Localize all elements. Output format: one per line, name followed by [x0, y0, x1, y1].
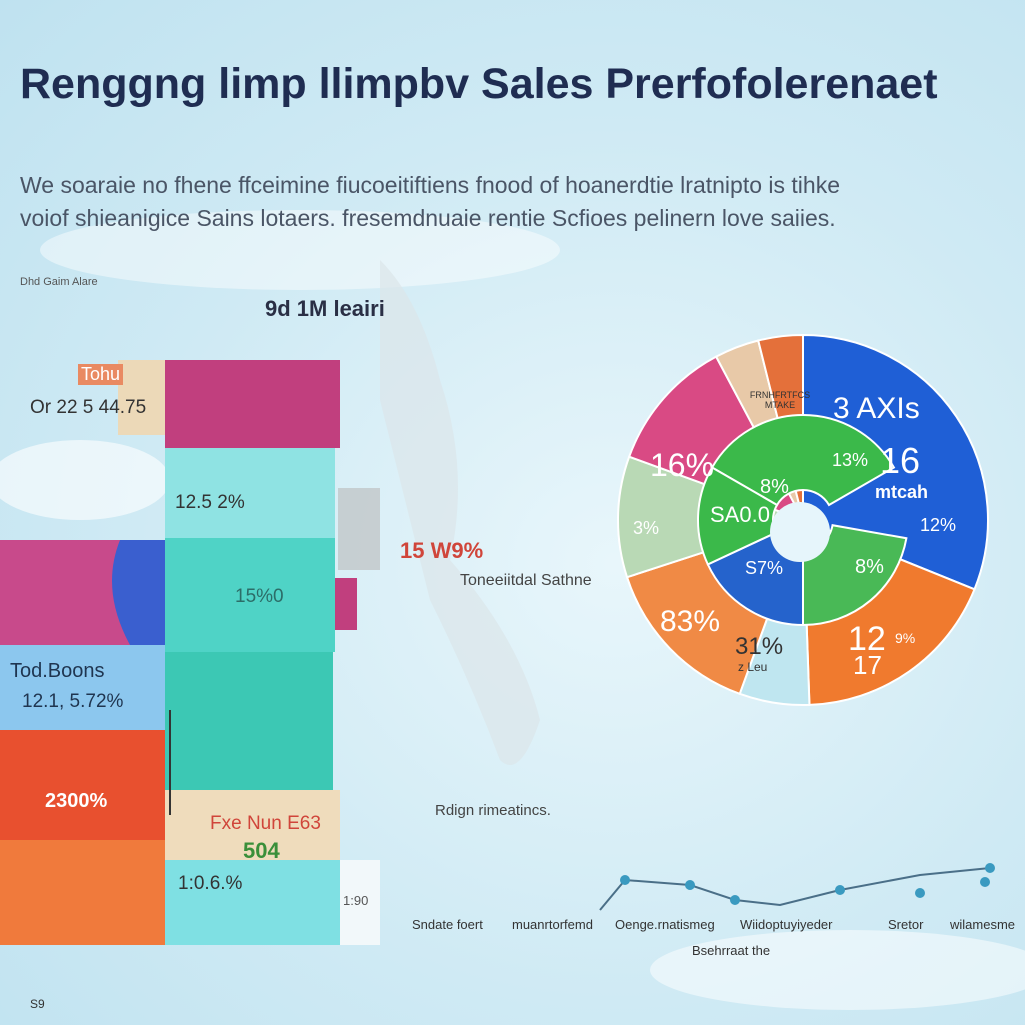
label: 12.1, 5.72% [22, 691, 124, 712]
bar-block [165, 790, 340, 860]
label: 15 W9% [400, 538, 484, 563]
note: Rdign rimeatincs. [435, 802, 551, 819]
pie-label: 8% [760, 476, 789, 498]
subtitle-line: voiof shieanigice Sains lotaers. fresemd… [20, 205, 836, 231]
label: Tod.Boons [10, 660, 105, 682]
trend-dot [685, 880, 695, 890]
subtitle-line: We soaraie no fhene ffceimine fiucoeitif… [20, 172, 840, 198]
pie-label: mtcah [875, 482, 929, 502]
pie-decoration [617, 333, 989, 706]
label: Toneeiitdal Sathne [460, 572, 592, 589]
trend-dot [985, 863, 995, 873]
pie-label: 3 AXIs [833, 392, 920, 425]
pie-label: 16% [650, 447, 715, 483]
bar-block [340, 860, 380, 945]
bar-block [165, 652, 333, 790]
label: 1:90 [343, 893, 369, 908]
trend-dot [980, 877, 990, 887]
land-shape [380, 260, 540, 765]
pie-label: SA0.0 [710, 502, 770, 527]
label: 12.5 2% [175, 492, 245, 513]
x-label: Wiidoptuyiyeder [740, 917, 833, 932]
pie-wedge [710, 414, 896, 507]
trend-dot [835, 885, 845, 895]
trend-dot [730, 895, 740, 905]
title: Renggng limp llimpbv Sales Prerfofoleren… [20, 60, 938, 108]
bar-block [165, 860, 340, 945]
tan-box [118, 360, 165, 435]
cloud [650, 930, 1025, 1010]
label: Or 22 5 44.75 [30, 397, 147, 418]
bar-block [0, 645, 165, 730]
pie-label: 16 [880, 440, 921, 481]
bar-block [165, 538, 335, 652]
pie-label: S7% [745, 558, 784, 578]
grey-shape [338, 488, 380, 570]
x-label: Sretor [888, 917, 924, 932]
pie-label: 83% [660, 605, 721, 638]
small-bar [335, 578, 357, 630]
bar-block [165, 448, 335, 538]
label: 2300% [45, 790, 108, 812]
label: Tohu [78, 364, 124, 385]
x-label: wilamesme [950, 917, 1016, 932]
label: 504 [243, 838, 280, 863]
pie-label: FRNHFRTFCS MTAKE [749, 390, 811, 410]
label: 1:0.6.% [178, 873, 243, 894]
heading: 9d 1M leairi [265, 296, 385, 321]
bar-block [165, 360, 340, 448]
trend-dot [915, 888, 925, 898]
pie-label: 13% [832, 450, 869, 470]
trend-dots [620, 863, 995, 905]
source: Dhd Gaim Alare [20, 276, 98, 288]
bar-block [0, 840, 167, 945]
pie-label: 12 [848, 620, 886, 658]
pie-label: 8% [855, 556, 884, 578]
x-label: Oenge.rnatismeg [615, 917, 715, 932]
cloud [40, 210, 560, 290]
bar-block [0, 730, 165, 840]
trend-dot [620, 875, 630, 885]
pie-wedge [802, 333, 989, 591]
pie-label: z Leu [738, 660, 768, 674]
pie-label: 9% [895, 630, 916, 646]
pie-label: 3% [633, 518, 660, 538]
label: 15%0 [235, 586, 284, 607]
bar-edge [112, 540, 165, 645]
pie-label: 12% [920, 515, 957, 535]
cloud [0, 440, 170, 520]
x-label: muanrtorfemd [512, 917, 593, 932]
footer: S9 [30, 997, 45, 1011]
x-label: Sndate foert [412, 917, 483, 932]
label: Fxe Nun E63 [210, 813, 321, 834]
trend-line [599, 867, 991, 911]
pie-label: 31% [735, 633, 784, 660]
pie-hole [770, 502, 830, 562]
pie-label: 17 [853, 650, 882, 680]
axis-label: Bsehrraat the [692, 943, 771, 958]
